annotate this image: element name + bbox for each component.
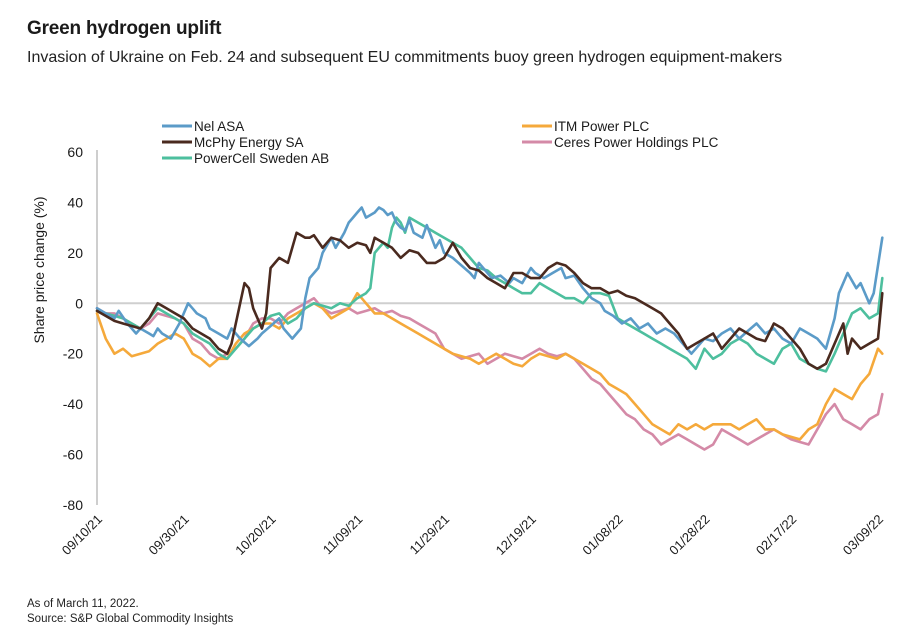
legend-label: ITM Power PLC [554,119,650,134]
y-tick-label: -40 [63,396,83,412]
series-line-powercell-sweden-ab [95,216,884,373]
x-axis-ticks: 09/10/21 09/30/21 10/20/21 11/09/21 11/29/21… [59,512,886,558]
legend-item: Nel ASA [162,119,244,134]
series-line-mcphy-energy-sa [95,231,884,371]
y-tick-label: 60 [67,144,83,160]
y-tick-label: -80 [63,497,83,513]
legend-label: McPhy Energy SA [194,135,304,150]
y-tick-label: 0 [75,295,83,311]
x-tick-label: 01/08/22 [579,512,625,558]
legend-item: ITM Power PLC [522,119,650,134]
series-line-itm-power-plc [95,291,884,441]
chart-subtitle: Invasion of Ukraine on Feb. 24 and subse… [27,49,783,66]
series-line-nel-asa [95,206,884,356]
legend-label: PowerCell Sweden AB [194,151,329,166]
x-tick-label: 12/19/21 [493,512,539,558]
footer: As of March 11, 2022. Source: S&P Global… [27,597,233,627]
as-of-note: As of March 11, 2022. [27,598,139,610]
legend-item: PowerCell Sweden AB [162,151,329,166]
x-tick-label: 03/09/22 [840,512,886,558]
y-tick-label: 20 [67,245,83,261]
y-tick-label: 40 [67,194,83,210]
y-axis-label: Share price change (%) [31,196,47,343]
series-group [95,206,884,451]
legend-item: McPhy Energy SA [162,135,304,150]
source-note: Source: S&P Global Commodity Insights [27,613,234,625]
x-tick-label: 09/30/21 [146,512,192,558]
y-tick-label: -20 [63,346,83,362]
y-tick-label: -60 [63,447,83,463]
legend-label: Ceres Power Holdings PLC [554,135,719,150]
x-tick-label: 01/28/22 [666,512,712,558]
legend-label: Nel ASA [194,119,244,134]
x-tick-label: 10/20/21 [232,512,278,558]
x-tick-label: 09/10/21 [59,512,105,558]
legend-item: Ceres Power Holdings PLC [522,135,719,150]
x-tick-label: 11/29/21 [407,512,453,558]
y-axis-ticks: 60 40 20 0 -20 -40 -60 -80 [63,144,83,513]
chart-title: Green hydrogen uplift [27,18,222,39]
x-tick-label: 02/17/22 [753,512,799,558]
x-tick-label: 11/09/21 [320,512,366,558]
